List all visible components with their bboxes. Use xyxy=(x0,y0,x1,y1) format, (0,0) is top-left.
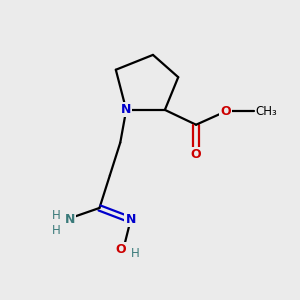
Text: N: N xyxy=(121,103,131,116)
Text: O: O xyxy=(115,243,126,256)
Text: H: H xyxy=(131,247,140,260)
Text: O: O xyxy=(191,148,201,161)
Text: N: N xyxy=(125,213,136,226)
Text: O: O xyxy=(220,105,231,118)
Text: N: N xyxy=(64,213,75,226)
Text: H: H xyxy=(51,209,60,222)
Text: CH₃: CH₃ xyxy=(256,105,277,118)
Text: H: H xyxy=(51,224,60,237)
